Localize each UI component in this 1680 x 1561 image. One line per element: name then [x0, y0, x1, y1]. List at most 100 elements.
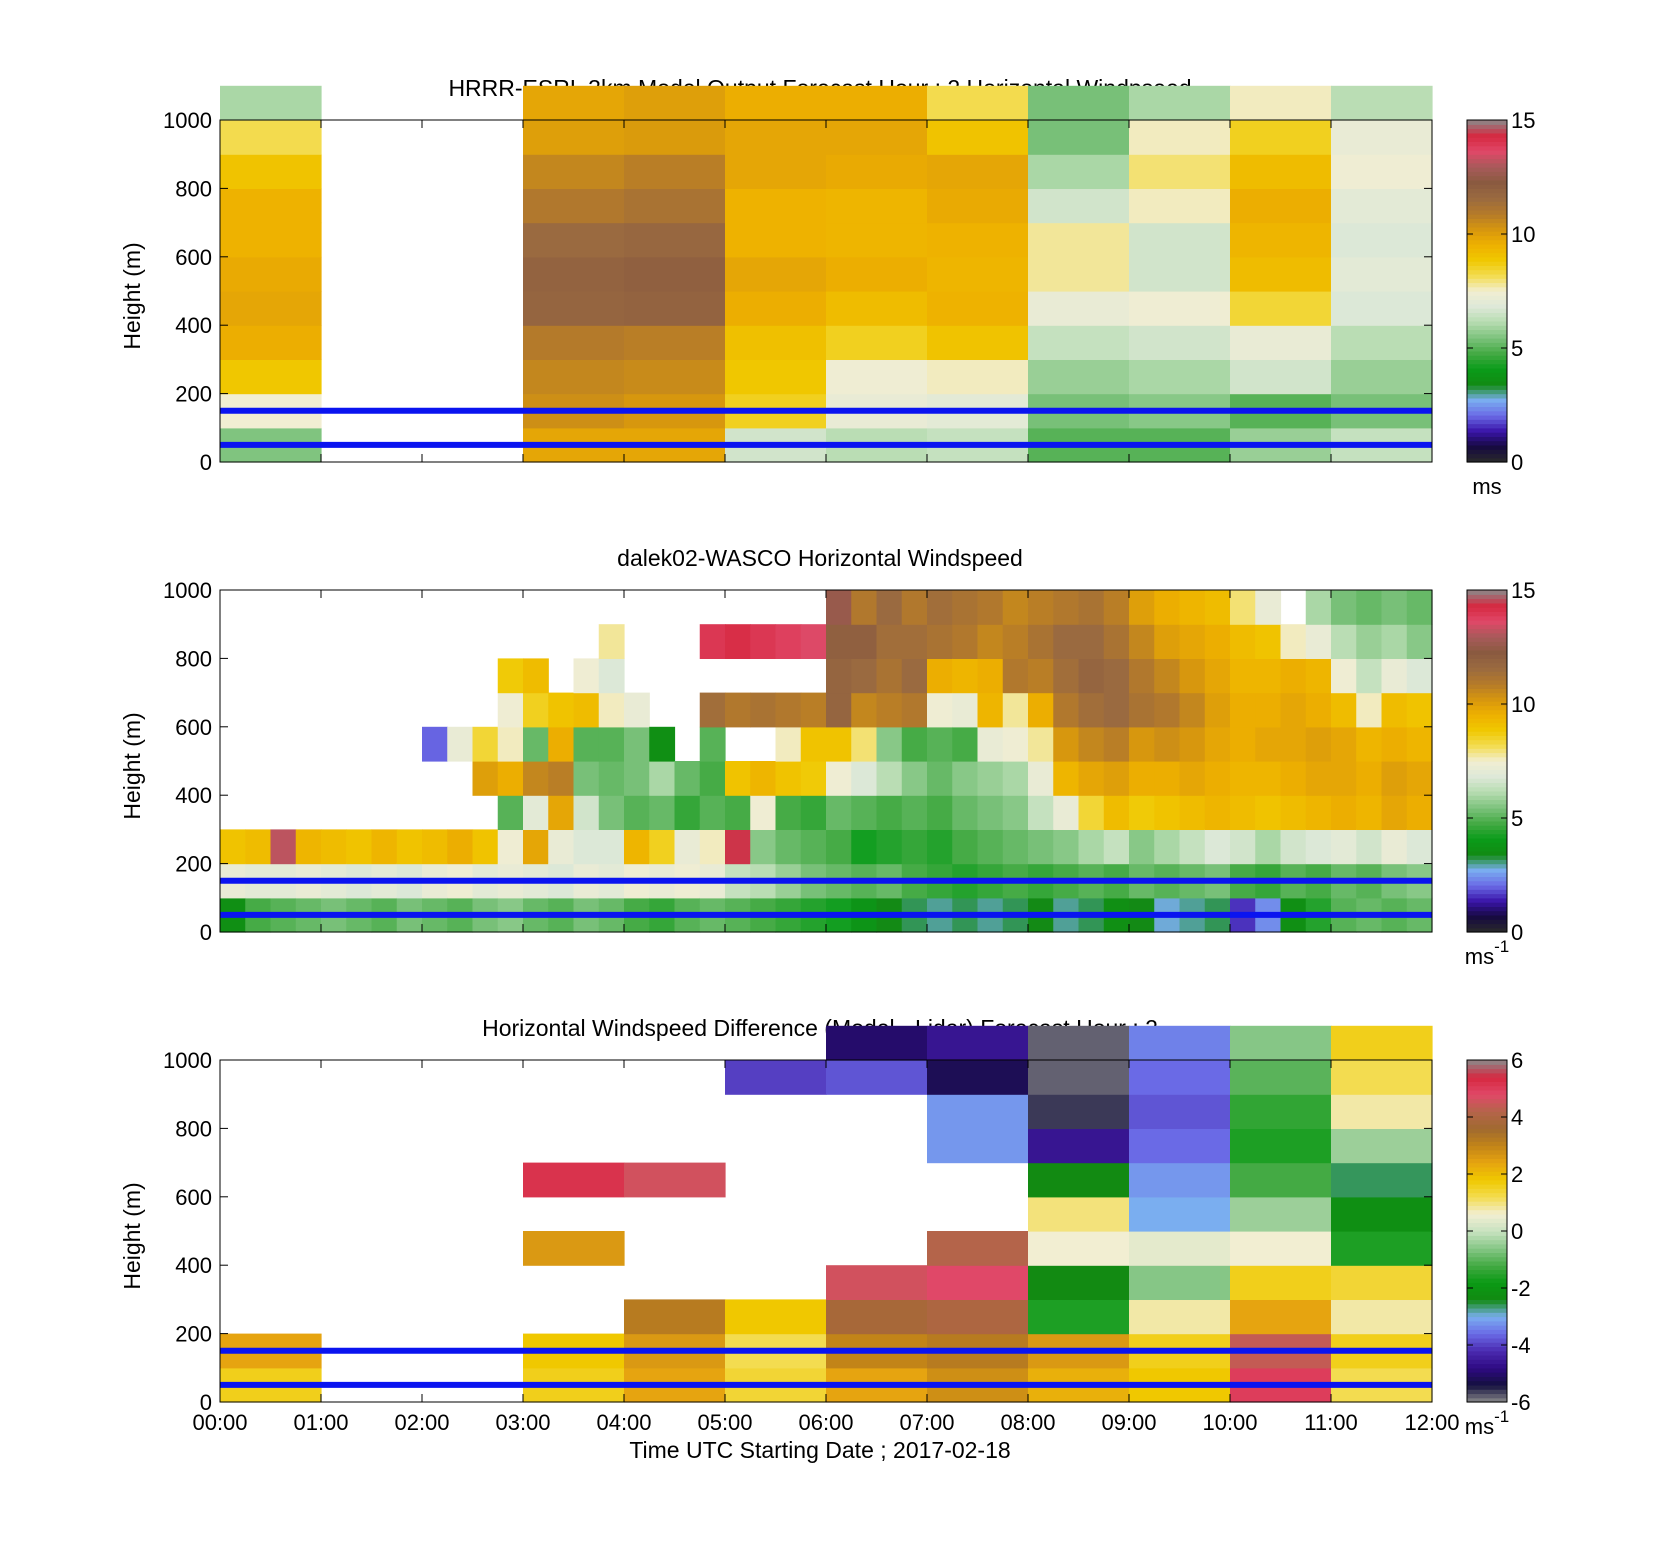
heatmap-cell [1331, 658, 1357, 694]
heatmap-cell [1053, 761, 1080, 796]
heatmap-cell [725, 624, 751, 659]
heatmap-cell [826, 624, 852, 659]
heatmap-cell [826, 726, 852, 762]
heatmap-cell [1154, 726, 1181, 762]
heatmap-cell [422, 726, 448, 762]
heatmap-cell [523, 256, 625, 292]
heatmap-cell [1028, 154, 1130, 189]
heatmap-cell [548, 829, 575, 865]
heatmap-cell [1028, 1231, 1130, 1266]
heatmap-cell [598, 624, 625, 659]
y-tick-label: 600 [175, 715, 212, 740]
heatmap-cell [396, 829, 423, 865]
heatmap-cell [548, 692, 575, 728]
heatmap-cell [1103, 590, 1130, 625]
heatmap-cell [1204, 795, 1231, 830]
heatmap-cell [1129, 291, 1231, 326]
heatmap-cell [1078, 829, 1105, 865]
heatmap-cell [624, 829, 650, 865]
heatmap-cell [927, 692, 953, 728]
heatmap-cell [1002, 692, 1029, 728]
x-tick-label: 02:00 [394, 1410, 449, 1435]
heatmap-cell [1331, 1265, 1433, 1300]
heatmap-cell [1331, 359, 1433, 395]
heatmap-cell [826, 85, 928, 121]
heatmap-cell [1129, 590, 1155, 625]
heatmap-cell [1305, 829, 1332, 865]
heatmap-cell [1053, 692, 1080, 728]
heatmap-cell [1204, 590, 1231, 625]
heatmap-cell [1331, 1060, 1433, 1095]
heatmap-cell [1230, 256, 1332, 292]
heatmap-cell [952, 624, 979, 659]
heatmap-cell [1280, 795, 1307, 830]
heatmap-cell [1129, 658, 1155, 694]
x-tick-label: 01:00 [293, 1410, 348, 1435]
heatmap-cell [826, 692, 852, 728]
heatmap-cell [1230, 188, 1332, 224]
heatmap-cell [775, 829, 802, 865]
heatmap-cell [977, 590, 1004, 625]
heatmap-cell [1129, 1025, 1231, 1061]
heatmap-cell [245, 829, 272, 865]
heatmap-cell [270, 829, 297, 865]
heatmap-cell [1230, 829, 1256, 865]
heatmap-cell [598, 795, 625, 830]
heatmap-cell [1381, 624, 1408, 659]
heatmap-cell [1103, 829, 1130, 865]
heatmap-cell [220, 325, 322, 360]
heatmap-cell [1103, 624, 1130, 659]
heatmap-cell [1129, 154, 1231, 189]
heatmap-cell [1230, 291, 1332, 326]
heatmap-cell [927, 795, 953, 830]
heatmap-cell [1356, 761, 1383, 796]
heatmap-cell [1331, 85, 1433, 121]
heatmap-cell [800, 795, 827, 830]
heatmap-cell [523, 291, 625, 326]
heatmap-cell [876, 761, 903, 796]
heatmap-cell [927, 85, 1029, 121]
colorbar-tick-label: 2 [1511, 1162, 1523, 1187]
y-tick-label: 0 [200, 450, 212, 475]
heatmap-cell [624, 761, 650, 796]
heatmap-cell [927, 1060, 1029, 1095]
heatmap-cell [1129, 761, 1155, 796]
heatmap-cell [826, 359, 928, 395]
heatmap-cell [977, 624, 1004, 659]
heatmap-cell [901, 658, 928, 694]
y-tick-label: 600 [175, 1185, 212, 1210]
y-tick-label: 1000 [163, 578, 212, 603]
colorbar-tick-label: 15 [1511, 578, 1535, 603]
heatmap-cell [624, 1299, 726, 1335]
heatmap-cell [1406, 658, 1433, 694]
y-tick-label: 400 [175, 1253, 212, 1278]
colorbar-tick-label: 4 [1511, 1105, 1523, 1130]
heatmap-cell [775, 795, 802, 830]
heatmap-cell [1028, 1025, 1130, 1061]
heatmap-cell [1305, 590, 1332, 625]
heatmap-cell [952, 692, 979, 728]
heatmap-cell [750, 829, 777, 865]
heatmap-cell [826, 1025, 928, 1061]
panel-model: HRRR-ESRL 3km Model Output Forecast Hour… [119, 75, 1535, 499]
heatmap-cell [1381, 658, 1408, 694]
heatmap-cell [321, 829, 347, 865]
plot-axes: 0 200 400 600 800 1000 [163, 578, 1433, 945]
heatmap-cell [826, 1060, 928, 1095]
heatmap-cell [1129, 624, 1155, 659]
heatmap-cell [1154, 624, 1181, 659]
heatmap-cell [1280, 726, 1307, 762]
heatmap-cell [1129, 359, 1231, 395]
colorbar-tick-label: 5 [1511, 336, 1523, 361]
heatmap-cell [699, 795, 726, 830]
heatmap-cell [1230, 624, 1256, 659]
heatmap-cell [1129, 1265, 1231, 1300]
heatmap-cell [1103, 761, 1130, 796]
heatmap-cell [927, 829, 953, 865]
heatmap-cell [876, 692, 903, 728]
heatmap-cell [952, 761, 979, 796]
heatmap-cell [1154, 692, 1181, 728]
heatmap-cell [1356, 726, 1383, 762]
heatmap-cell [927, 1265, 1029, 1300]
heatmap-cell [1230, 1231, 1332, 1266]
